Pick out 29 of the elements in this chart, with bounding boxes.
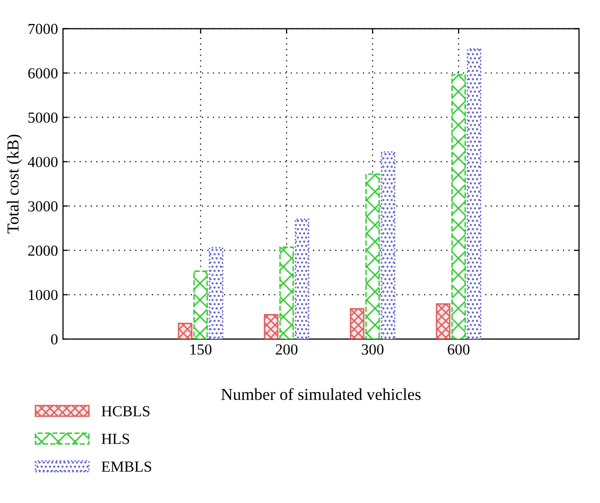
y-tick-label: 7000: [28, 24, 58, 34]
bar: [193, 270, 208, 340]
bar: [264, 314, 278, 340]
x-tick-label: 600: [448, 344, 470, 355]
legend-label: EMBLS: [102, 462, 152, 472]
x-tick-label: 300: [362, 344, 384, 355]
bar: [451, 74, 466, 340]
bar: [294, 218, 310, 340]
legend-label: HCBLS: [102, 406, 150, 416]
x-tick-label: 200: [276, 344, 298, 355]
legend-label: HLS: [102, 434, 130, 444]
bar: [279, 246, 294, 340]
bar: [436, 303, 450, 340]
y-tick-label: 4000: [28, 156, 58, 168]
bar: [208, 246, 224, 340]
bar: [380, 151, 396, 340]
y-tick-label: 3000: [28, 201, 58, 212]
bar: [350, 308, 364, 340]
y-tick-label: 5000: [28, 112, 58, 123]
y-tick-label: 1000: [28, 290, 58, 300]
y-tick-label: 6000: [28, 68, 58, 78]
x-tick-label: 150: [190, 344, 212, 355]
x-axis-title: Number of simulated vehicles: [221, 388, 421, 400]
y-tick-label: 0: [51, 334, 58, 344]
bar: [466, 48, 482, 340]
bar: [178, 322, 192, 340]
y-tick-label: 2000: [28, 245, 58, 256]
y-axis-title: Total cost (kB): [6, 134, 22, 234]
bar: [365, 173, 380, 340]
